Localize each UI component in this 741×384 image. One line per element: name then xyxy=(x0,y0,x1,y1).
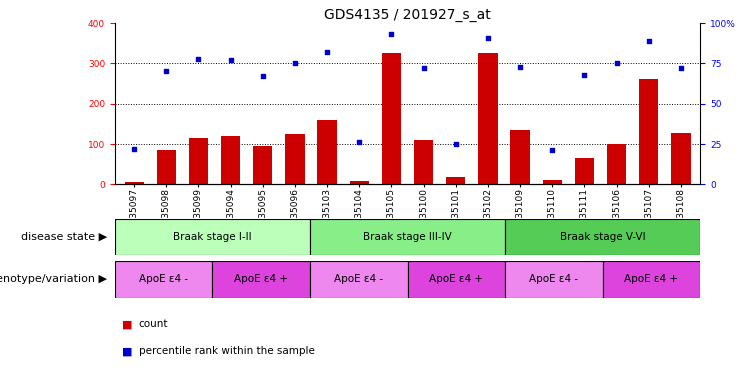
Bar xyxy=(505,219,700,255)
Bar xyxy=(310,219,505,255)
Text: ■: ■ xyxy=(122,319,133,329)
Bar xyxy=(602,261,700,298)
Bar xyxy=(511,130,530,184)
Text: genotype/variation ▶: genotype/variation ▶ xyxy=(0,274,107,285)
Point xyxy=(643,38,655,44)
Bar xyxy=(671,133,691,184)
Text: Braak stage I-II: Braak stage I-II xyxy=(173,232,252,242)
Text: ApoE ε4 +: ApoE ε4 + xyxy=(625,274,679,285)
Bar xyxy=(221,136,240,184)
Text: count: count xyxy=(139,319,168,329)
Bar xyxy=(285,134,305,184)
Bar xyxy=(505,261,602,298)
Bar xyxy=(542,180,562,184)
Point xyxy=(353,139,365,146)
Text: ApoE ε4 -: ApoE ε4 - xyxy=(529,274,579,285)
Bar xyxy=(382,53,401,184)
Text: disease state ▶: disease state ▶ xyxy=(21,232,107,242)
Point xyxy=(514,63,526,70)
Bar xyxy=(310,261,408,298)
Bar xyxy=(317,120,337,184)
Text: percentile rank within the sample: percentile rank within the sample xyxy=(139,346,314,356)
Point xyxy=(321,49,333,55)
Text: ApoE ε4 +: ApoE ε4 + xyxy=(234,274,288,285)
Bar xyxy=(478,53,498,184)
Bar xyxy=(156,150,176,184)
Bar xyxy=(124,182,144,184)
Point xyxy=(611,60,622,66)
Bar xyxy=(115,261,213,298)
Bar xyxy=(414,140,433,184)
Point xyxy=(128,146,140,152)
Text: ApoE ε4 +: ApoE ε4 + xyxy=(429,274,483,285)
Bar xyxy=(607,144,626,184)
Point xyxy=(289,60,301,66)
Text: ApoE ε4 -: ApoE ε4 - xyxy=(334,274,383,285)
Bar xyxy=(115,219,310,255)
Text: ■: ■ xyxy=(122,346,133,356)
Bar xyxy=(253,146,273,184)
Point xyxy=(418,65,430,71)
Bar xyxy=(189,138,208,184)
Point xyxy=(482,35,494,41)
Point xyxy=(385,31,397,37)
Bar xyxy=(575,158,594,184)
Point xyxy=(546,147,558,154)
Point xyxy=(193,55,205,61)
Text: Braak stage V-VI: Braak stage V-VI xyxy=(560,232,645,242)
Bar xyxy=(446,177,465,184)
Point xyxy=(579,71,591,78)
Text: Braak stage III-IV: Braak stage III-IV xyxy=(363,232,452,242)
Point xyxy=(257,73,269,79)
Bar xyxy=(213,261,310,298)
Title: GDS4135 / 201927_s_at: GDS4135 / 201927_s_at xyxy=(324,8,491,22)
Bar xyxy=(350,181,369,184)
Point xyxy=(450,141,462,147)
Point xyxy=(225,57,236,63)
Bar xyxy=(639,79,659,184)
Point xyxy=(160,68,172,74)
Bar xyxy=(408,261,505,298)
Text: ApoE ε4 -: ApoE ε4 - xyxy=(139,274,188,285)
Point xyxy=(675,65,687,71)
